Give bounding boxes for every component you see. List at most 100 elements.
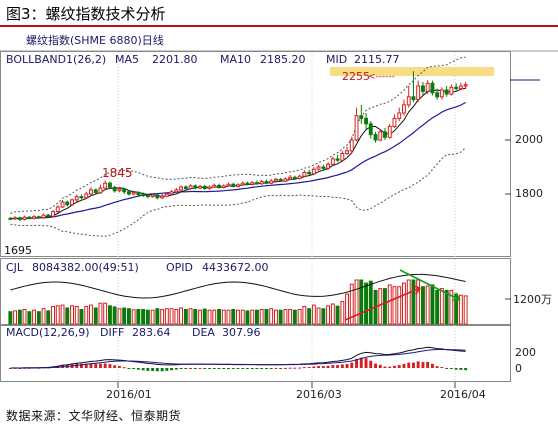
volume-bar-13 (70, 305, 74, 325)
macd-hist-42 (208, 368, 211, 369)
macd-hist-44 (217, 368, 221, 369)
candle-46 (226, 182, 231, 187)
candle-80 (387, 123, 392, 139)
volume-bar-16 (84, 306, 89, 325)
candle-40 (198, 184, 203, 190)
candle-52 (255, 180, 259, 185)
opi-label: OPID (166, 261, 193, 274)
volume-bar-66 (321, 308, 326, 325)
candle-44 (217, 183, 222, 189)
candle-31 (155, 194, 160, 200)
macd-hist-0 (8, 368, 12, 369)
candle-4 (27, 216, 32, 220)
volume-bar-22 (112, 306, 117, 325)
candle-body (439, 89, 444, 98)
macd-hist-61 (298, 367, 302, 369)
candle-24 (122, 188, 127, 194)
volume-bar-37 (183, 309, 188, 325)
candle-body (359, 115, 364, 119)
candle-body (255, 182, 259, 185)
candle-body (51, 211, 55, 217)
macd-hist-18 (94, 363, 98, 368)
candle-body (321, 166, 326, 169)
macd-y-tick-0: 0 (515, 362, 522, 375)
macd-hist-36 (179, 368, 183, 369)
resistance-highlight-band (330, 67, 494, 76)
macd-hist-51 (250, 368, 254, 369)
volume-bar-25 (127, 308, 131, 325)
macd-hist-55 (269, 368, 273, 369)
candle-body (13, 217, 18, 220)
volume-bar-7 (41, 308, 46, 325)
macd-hist-32 (160, 368, 164, 372)
macd-hist-75 (364, 358, 368, 368)
candle-69 (335, 154, 340, 163)
volume-bar-85 (411, 279, 416, 325)
volume-bar-88 (425, 285, 430, 325)
macd-panel-frame (0, 325, 511, 382)
volume-bar-32 (160, 309, 165, 325)
volume-bar-86 (416, 279, 421, 325)
macd-hist-52 (255, 368, 259, 369)
candle-77 (373, 131, 378, 143)
candle-94 (454, 83, 459, 92)
macd-hist-38 (189, 368, 192, 369)
candle-91 (439, 87, 444, 100)
candle-68 (330, 156, 335, 166)
opi-value: 4433672.00 (202, 261, 268, 274)
macd-hist-88 (426, 362, 430, 368)
macd-hist-47 (231, 368, 235, 369)
candle-body (198, 185, 203, 189)
volume-bar-48 (236, 309, 240, 325)
candle-body (402, 104, 406, 114)
candle-28 (141, 192, 146, 198)
volume-bar-17 (89, 304, 93, 325)
macd-hist-71 (345, 364, 349, 368)
macd-hist-91 (440, 367, 444, 368)
candle-body (65, 201, 70, 206)
figure-title: 图3：螺纹指数技术分析 (6, 5, 166, 23)
macd-hist-22 (113, 365, 117, 368)
candle-body (368, 123, 373, 136)
macd-hist-65 (317, 366, 320, 368)
candle-body (93, 189, 98, 194)
mid-value: 2115.77 (354, 53, 400, 66)
candle-66 (321, 164, 326, 171)
volume-bar-29 (145, 309, 150, 325)
macd-hist-64 (312, 366, 316, 368)
candle-51 (250, 181, 255, 186)
candle-body (141, 194, 146, 196)
candle-38 (188, 184, 193, 190)
candle-body (212, 184, 217, 188)
candle-1 (13, 216, 18, 220)
candle-body (392, 117, 397, 128)
volume-bar-79 (383, 288, 387, 325)
macd-hist-70 (340, 364, 344, 368)
volume-down-arrow (399, 269, 461, 301)
candle-50 (245, 181, 250, 186)
macd-hist-53 (260, 368, 264, 369)
volume-bar-1 (13, 310, 18, 325)
candle-72 (349, 136, 354, 153)
volume-bar-84 (406, 279, 411, 325)
macd-hist-85 (412, 362, 415, 368)
volume-down-arrow-head (452, 292, 461, 301)
candle-body (274, 178, 278, 182)
boll-label: BOLLBAND1(26,2) (6, 53, 106, 66)
candle-body (155, 194, 160, 199)
candle-body (207, 186, 212, 190)
volume-bar-58 (283, 309, 288, 325)
volume-up-arrow-head (413, 285, 421, 295)
candle-48 (236, 183, 240, 188)
candle-45 (221, 184, 226, 189)
candle-12 (65, 200, 70, 207)
macd-hist-26 (132, 368, 136, 369)
volume-bar-67 (326, 305, 331, 325)
macd-hist-24 (122, 367, 126, 369)
macd-hist-50 (246, 368, 249, 369)
macd-hist-35 (174, 368, 178, 370)
macd-hist-62 (302, 367, 306, 369)
candle-49 (240, 181, 245, 186)
candle-70 (340, 150, 345, 162)
candle-body (430, 82, 435, 94)
